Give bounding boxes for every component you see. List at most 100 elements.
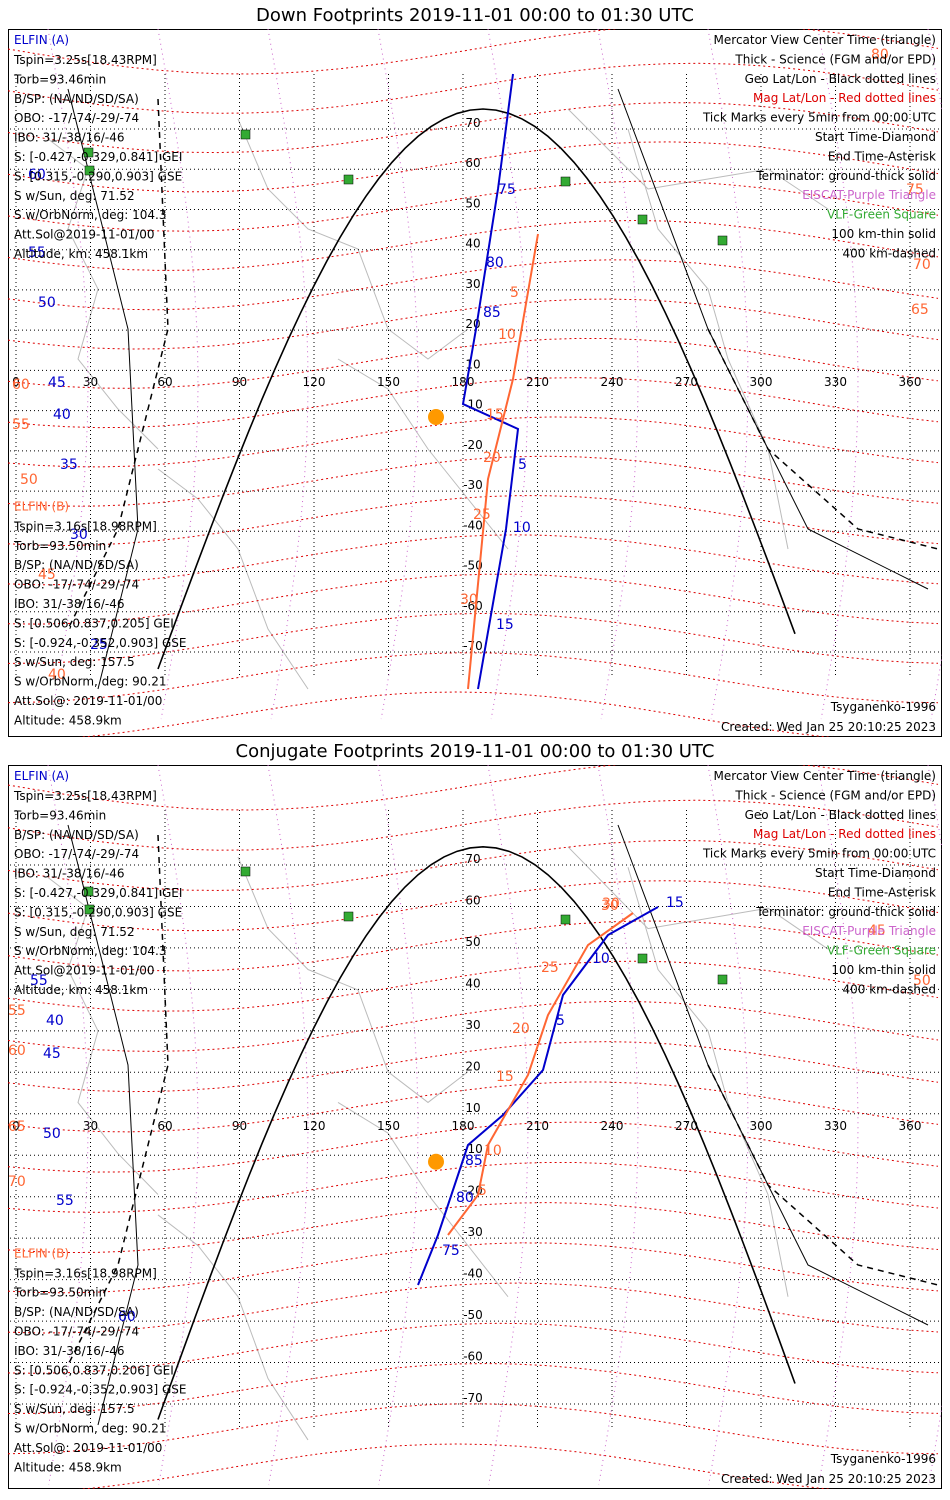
track-tick-label: 50	[913, 973, 931, 989]
lat-tick-label: 40	[465, 237, 480, 251]
elfin-b-info-line: S: [-0.924,-0.352,0.903] GSE	[14, 636, 187, 650]
mag-parallel	[8, 377, 939, 429]
lon-tick-label: 90	[232, 1119, 247, 1133]
vlf-station-square	[343, 911, 354, 922]
legend-item: Start Time-Diamond	[815, 866, 936, 880]
track-tick-label: 20	[512, 1021, 530, 1037]
lat-tick-label: -60	[463, 599, 483, 613]
mag-parallel	[8, 1041, 939, 1093]
elfin-a-info-line: Torb=93.46min	[13, 808, 106, 822]
elfin-b-info-line: S: [-0.924,-0.352,0.903] GSE	[14, 1383, 187, 1397]
coastline	[337, 358, 509, 550]
track-tick-label: 10	[498, 327, 516, 343]
vlf-station-square	[560, 176, 571, 187]
lat-tick-label: 50	[465, 196, 480, 210]
legend-item: Tick Marks every 5min from 00:00 UTC	[702, 847, 936, 861]
mag-parallel	[8, 62, 939, 114]
coastline	[237, 856, 469, 1104]
lat-tick-label: 60	[465, 893, 480, 907]
elfin-b-info-line: Att.Sol@: 2019-11-01/00	[14, 1441, 162, 1455]
lat-tick-label: 10	[465, 357, 480, 371]
track-tick-label: 35	[60, 457, 78, 473]
lon-tick-label: 150	[377, 375, 400, 389]
lat-tick-label: -10	[463, 398, 483, 412]
mag-parallel	[8, 495, 939, 547]
elfin-a-info-line: OBO: -17/-74/-29/-74	[14, 847, 139, 861]
track-tick-label: 15	[486, 407, 504, 423]
vlf-station-square	[717, 974, 728, 985]
track-tick-label: 40	[48, 667, 66, 683]
track-tick-label: 55	[30, 973, 48, 989]
vlf-station-square	[83, 147, 94, 158]
track-tick-label: 80	[871, 47, 889, 63]
lat-tick-label: -60	[463, 1350, 483, 1364]
lat-tick-label: 70	[465, 852, 480, 866]
mag-parallel	[8, 180, 939, 232]
legend-item: VLF-Green Square	[827, 944, 936, 958]
map-frame	[8, 765, 942, 1489]
mag-parallel	[8, 416, 939, 468]
mag-parallel	[8, 534, 939, 586]
elfin-a-info-line: S w/OrbNorm, deg: 104.3	[14, 944, 166, 958]
track-tick-label: 50	[43, 1126, 61, 1142]
lon-tick-label: 30	[83, 375, 98, 389]
track-tick-label: 70	[8, 1174, 26, 1190]
mag-parallel	[8, 612, 939, 664]
track-tick-label: 25	[473, 507, 491, 523]
elfin-b-info-line: IBO: 31/-38/16/-46	[14, 597, 125, 611]
elfin-b-info-line: Altitude: 458.9km	[14, 713, 122, 727]
lat-tick-label: -40	[463, 518, 483, 532]
mag-parallel	[8, 1282, 939, 1334]
coastline	[157, 1214, 309, 1441]
track-tick-label: 55	[56, 1193, 74, 1209]
elfin-b-info-line: S w/Sun, deg: 157.5	[14, 1402, 135, 1416]
lon-tick-label: 330	[824, 375, 847, 389]
lat-tick-label: -30	[463, 478, 483, 492]
lon-tick-label: 90	[232, 375, 247, 389]
track-tick-label: 75	[498, 182, 516, 198]
elfin-a-info-line: Torb=93.46min	[13, 72, 106, 86]
mag-parallel	[78, 1443, 834, 1489]
track-tick-label: 30	[601, 898, 619, 914]
terminator-line	[157, 108, 796, 670]
legend-item: EISCAT-Purple Triangle	[802, 188, 936, 202]
legend-item: 400 km-dashed	[842, 982, 936, 996]
elfin-a-info-line: B/SP: (NA/ND/SD/SA)	[14, 92, 139, 106]
lat-tick-label: 50	[465, 935, 480, 949]
legend-item: Terminator: ground-thick solid	[755, 169, 936, 183]
model-label: Tsyganenko-1996	[830, 1452, 936, 1466]
track-tick-label: 10	[592, 951, 610, 967]
mag-parallel	[8, 29, 939, 75]
lat-tick-label: -70	[463, 1391, 483, 1405]
lat-tick-label: -50	[463, 1308, 483, 1322]
elfin-a-info-line: S: [-0.427,-0.329,0.841] GEI	[14, 150, 182, 164]
mag-parallel	[78, 691, 834, 737]
lon-tick-label: 0	[12, 375, 20, 389]
elfin-b-info-line: Att.Sol@: 2019-11-01/00	[14, 694, 162, 708]
track-tick-label: 75	[906, 182, 924, 198]
legend-item: EISCAT-Purple Triangle	[802, 924, 936, 938]
elfin-a-info-line: B/SP: (NA/ND/SD/SA)	[14, 828, 139, 842]
track-tick-label: 60	[8, 1043, 26, 1059]
track-tick-label: 5	[510, 285, 519, 301]
mag-parallel	[8, 455, 939, 507]
mag-parallel	[8, 298, 939, 350]
vlf-station-square	[240, 129, 251, 140]
track-tick-label: 5	[556, 1013, 565, 1029]
terminator-400km	[67, 98, 169, 630]
track-tick-label: 60	[28, 167, 46, 183]
mag-parallel	[8, 573, 939, 625]
elfin-b-label: ELFIN (B)	[14, 499, 69, 513]
elfin-b-info-line: B/SP: (NA/ND/SD/SA)	[14, 1305, 139, 1319]
lat-tick-label: 30	[465, 277, 480, 291]
sun-icon	[428, 409, 444, 425]
track-tick-label: 60	[118, 1309, 136, 1325]
track-tick-label: 20	[483, 450, 501, 466]
lon-tick-label: 150	[377, 1119, 400, 1133]
mag-parallel	[8, 652, 939, 704]
legend-item: Geo Lat/Lon - Black dotted lines	[745, 808, 936, 822]
mag-parallel	[8, 1202, 939, 1254]
legend-item: Mercator View Center Time (triangle)	[714, 33, 936, 47]
coastline	[627, 867, 789, 1297]
down-footprints-map: 0 30 60 90 120 150 180 210 240 270 300 330 360 70 60 50…	[8, 29, 942, 737]
